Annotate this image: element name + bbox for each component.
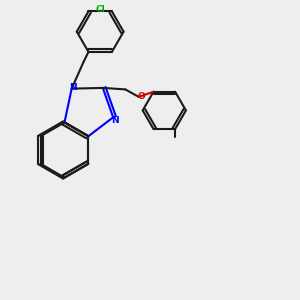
Text: N: N [69, 83, 77, 92]
Text: O: O [137, 92, 145, 101]
Text: Cl: Cl [96, 5, 106, 14]
Text: N: N [111, 116, 119, 125]
